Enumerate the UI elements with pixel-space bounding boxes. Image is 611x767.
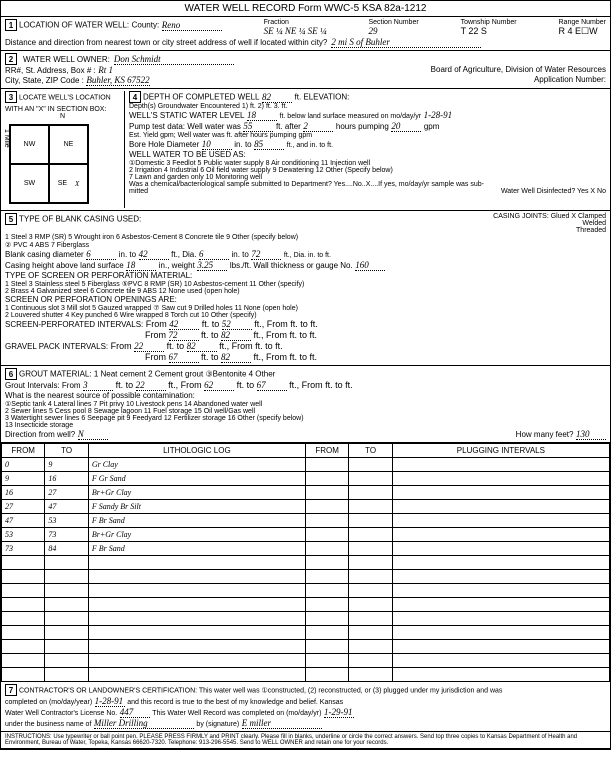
section-num-2: 2	[5, 53, 17, 65]
static-date: 1-28-91	[424, 110, 453, 120]
section-grout: 6GROUT MATERIAL: 1 Neat cement 2 Cement …	[1, 366, 610, 443]
distance-value: 2 mi S of Buhler	[331, 37, 481, 48]
owner-addr: Rt 1	[98, 65, 113, 75]
cell-nw[interactable]: NW	[10, 125, 49, 164]
table-row: 7384F Br Sand	[2, 542, 610, 556]
table-row	[2, 612, 610, 626]
table-row	[2, 598, 610, 612]
table-row: 2747F Sandy Br Silt	[2, 500, 610, 514]
table-row	[2, 654, 610, 668]
lithologic-log-table: FROMTOLITHOLOGIC LOGFROMTOPLUGGING INTER…	[1, 443, 610, 682]
county-value: Reno	[162, 20, 222, 31]
form-title: WATER WELL RECORD Form WWC-5 KSA 82a-121…	[1, 1, 610, 17]
owner-city: Buhler, KS 67522	[86, 75, 149, 86]
pump-hrs: 2	[303, 121, 333, 132]
bore-to: 85	[254, 139, 284, 150]
pump-val: 55	[243, 121, 273, 132]
table-row: 4753F Br Sand	[2, 514, 610, 528]
cell-ne[interactable]: NE	[49, 125, 88, 164]
table-row: 5373Br+Gr Clay	[2, 528, 610, 542]
log-header: TO	[45, 444, 88, 458]
app-num-label: Application Number:	[534, 75, 606, 86]
section-num-1: 1	[5, 19, 17, 31]
table-row: 1627Br+Gr Clay	[2, 486, 610, 500]
cell-sw[interactable]: SW	[10, 164, 49, 203]
log-header: PLUGGING INTERVALS	[392, 444, 609, 458]
log-header: FROM	[305, 444, 348, 458]
fraction-value: SE ¼ NE ¼ SE ¼	[264, 26, 327, 36]
table-row	[2, 626, 610, 640]
table-row	[2, 556, 610, 570]
table-row	[2, 668, 610, 682]
section-3-4: 3LOCATE WELL'S LOCATION WITH AN "X" IN S…	[1, 89, 610, 211]
table-row	[2, 584, 610, 598]
log-header: LITHOLOGIC LOG	[88, 444, 305, 458]
section-num-3: 3	[5, 91, 17, 103]
section-value: 29	[368, 26, 418, 36]
table-row: 916F Gr Sand	[2, 472, 610, 486]
section-num-4: 4	[129, 91, 141, 103]
instructions: INSTRUCTIONS: Use typewriter or ball poi…	[1, 732, 610, 749]
depth-val: 82	[262, 92, 292, 103]
section-num-5: 5	[5, 213, 17, 225]
section-location: 1LOCATION OF WATER WELL: County: Reno Fr…	[1, 17, 610, 51]
board-text: Board of Agriculture, Division of Water …	[431, 65, 606, 75]
static-val: 18	[247, 110, 277, 121]
section-num-7: 7	[5, 684, 17, 696]
cell-se[interactable]: SE X	[49, 164, 88, 203]
table-row	[2, 640, 610, 654]
pump-gpm: 20	[391, 121, 421, 132]
water-well-form: WATER WELL RECORD Form WWC-5 KSA 82a-121…	[0, 0, 611, 750]
log-header: TO	[349, 444, 392, 458]
use-options: ①Domestic 3 Feedlot 5 Public water suppl…	[129, 159, 606, 181]
section-casing: 5TYPE OF BLANK CASING USED: CASING JOINT…	[1, 211, 610, 366]
table-row	[2, 570, 610, 584]
bore-val: 10	[202, 139, 232, 150]
township-value: T 22 S	[461, 26, 517, 36]
section-cert: 7CONTRACTOR'S OR LANDOWNER'S CERTIFICATI…	[1, 682, 610, 732]
owner-name: Don Schmidt	[114, 54, 234, 65]
range-value: R 4 E☐W	[559, 26, 606, 37]
section-num-6: 6	[5, 368, 17, 380]
table-row: 09Gr Clay	[2, 458, 610, 472]
section-owner: 2WATER WELL OWNER: Don Schmidt RR#, St. …	[1, 51, 610, 89]
log-header: FROM	[2, 444, 45, 458]
section-box-grid[interactable]: NW NE SW SE X	[9, 124, 89, 204]
